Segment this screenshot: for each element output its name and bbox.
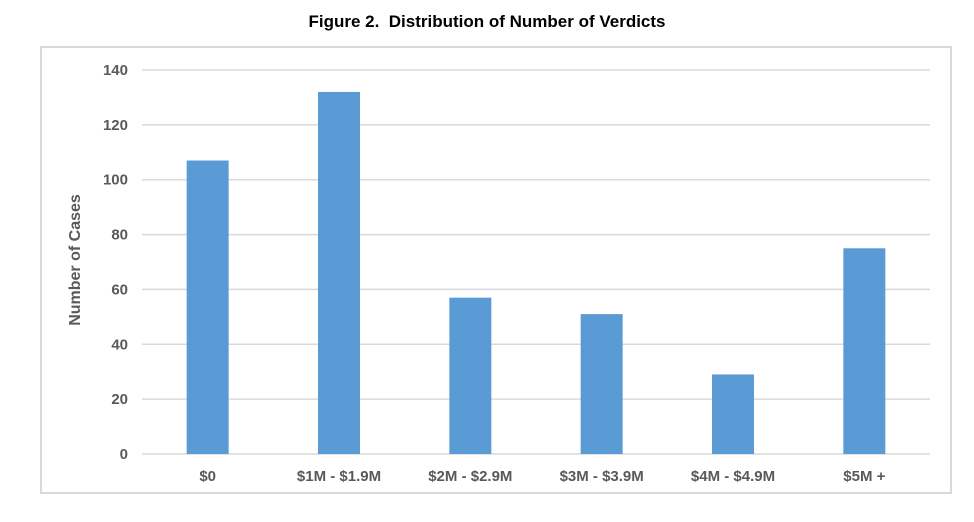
bar-3 — [580, 314, 623, 454]
y-tick-label: 140 — [103, 62, 128, 79]
x-tick-label: $1M - $1.9M — [297, 468, 381, 485]
x-axis-ticks: $0 $1M - $1.9M $2M - $2.9M $3M - $3.9M $4M -… — [199, 468, 885, 485]
y-tick-label: 20 — [111, 391, 128, 408]
bars — [186, 91, 886, 454]
chart-title: Figure 2. Distribution of Number of Verd… — [308, 12, 666, 31]
x-tick-label: $3M - $3.9M — [560, 468, 644, 485]
bar-2 — [449, 297, 492, 454]
y-axis-ticks: 0 20 40 60 80 100 120 140 — [103, 62, 128, 463]
x-tick-label: $4M - $4.9M — [691, 468, 775, 485]
y-tick-label: 40 — [111, 336, 128, 353]
y-tick-label: 0 — [120, 446, 128, 463]
y-tick-label: 100 — [103, 172, 128, 189]
gridlines — [142, 69, 930, 455]
x-tick-label: $2M - $2.9M — [428, 468, 512, 485]
y-axis-title: Number of Cases — [67, 194, 84, 326]
y-tick-label: 60 — [111, 281, 128, 298]
x-tick-label: $0 — [199, 468, 216, 485]
y-tick-label: 80 — [111, 227, 128, 244]
bar-4 — [712, 374, 754, 454]
bar-1 — [318, 91, 360, 454]
x-tick-label: $5M + — [843, 468, 885, 485]
y-tick-label: 120 — [103, 117, 128, 134]
bar-5 — [843, 248, 886, 454]
bar-0 — [186, 160, 229, 454]
